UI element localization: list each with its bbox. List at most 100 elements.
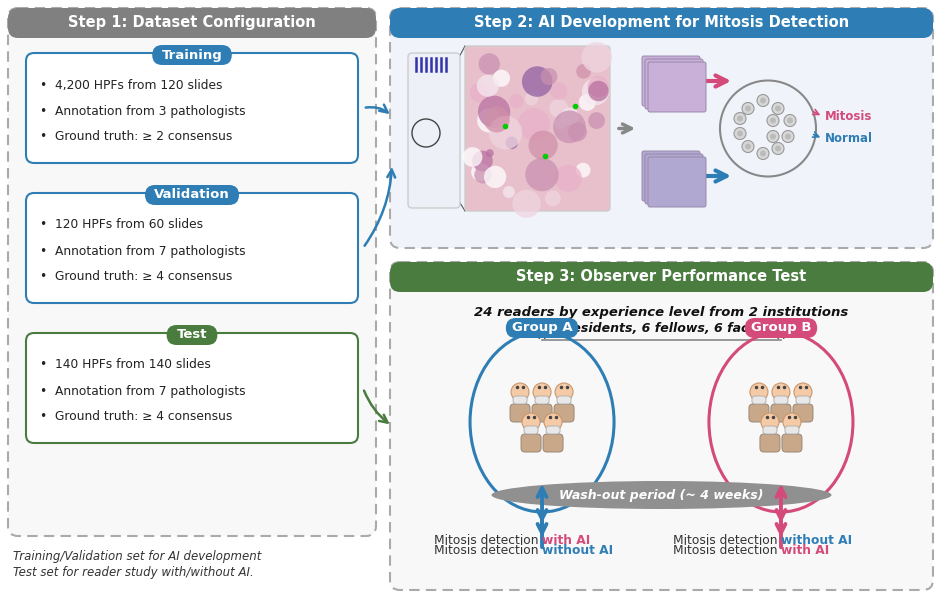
Circle shape (561, 107, 579, 125)
Circle shape (484, 106, 510, 133)
FancyBboxPatch shape (774, 396, 788, 404)
FancyBboxPatch shape (752, 396, 766, 404)
Circle shape (522, 413, 540, 431)
Text: : 12 residents, 6 fellows, 6 faculties: : 12 residents, 6 fellows, 6 faculties (535, 322, 788, 335)
FancyBboxPatch shape (506, 318, 578, 338)
Circle shape (582, 42, 612, 73)
FancyBboxPatch shape (648, 62, 706, 112)
FancyBboxPatch shape (524, 426, 538, 434)
FancyBboxPatch shape (546, 426, 560, 434)
Circle shape (794, 383, 812, 401)
Circle shape (757, 94, 769, 107)
Text: without AI: without AI (542, 544, 614, 557)
Text: Training: Training (162, 49, 222, 61)
Text: Group A: Group A (512, 322, 572, 335)
Text: •  140 HPFs from 140 slides: • 140 HPFs from 140 slides (40, 358, 211, 371)
Circle shape (775, 106, 781, 112)
Circle shape (742, 103, 754, 115)
Circle shape (734, 113, 746, 124)
Text: Group B: Group B (751, 322, 811, 335)
Circle shape (477, 74, 499, 97)
Text: Test set for reader study with/without AI.: Test set for reader study with/without A… (13, 566, 254, 579)
Text: •  4,200 HPFs from 120 slides: • 4,200 HPFs from 120 slides (40, 79, 222, 91)
Text: •  Ground truth: ≥ 4 consensus: • Ground truth: ≥ 4 consensus (40, 271, 232, 283)
Text: with AI: with AI (542, 533, 590, 547)
FancyBboxPatch shape (796, 396, 810, 404)
Circle shape (511, 383, 529, 401)
Text: Test: Test (177, 329, 207, 341)
Circle shape (576, 163, 591, 178)
Text: without AI: without AI (781, 533, 853, 547)
Circle shape (783, 413, 801, 431)
Circle shape (505, 137, 518, 149)
FancyBboxPatch shape (763, 426, 777, 434)
Text: Mitosis detection: Mitosis detection (434, 533, 542, 547)
Circle shape (509, 94, 523, 109)
FancyBboxPatch shape (390, 8, 933, 248)
Circle shape (757, 148, 769, 160)
Circle shape (479, 53, 500, 74)
Circle shape (770, 118, 776, 124)
Circle shape (761, 413, 779, 431)
Circle shape (587, 76, 609, 97)
Circle shape (525, 158, 559, 191)
FancyBboxPatch shape (26, 53, 358, 163)
Text: Mitosis detection: Mitosis detection (673, 533, 781, 547)
FancyBboxPatch shape (152, 45, 231, 65)
FancyBboxPatch shape (8, 8, 376, 38)
Circle shape (471, 163, 489, 181)
Circle shape (470, 83, 489, 103)
FancyBboxPatch shape (465, 46, 610, 211)
Circle shape (545, 191, 561, 206)
FancyBboxPatch shape (390, 8, 933, 38)
Text: Normal: Normal (825, 132, 873, 145)
Circle shape (472, 151, 493, 171)
Circle shape (502, 186, 515, 198)
Circle shape (529, 131, 558, 160)
FancyBboxPatch shape (543, 434, 563, 452)
FancyBboxPatch shape (521, 434, 541, 452)
FancyBboxPatch shape (785, 426, 799, 434)
Text: Validation: Validation (154, 188, 230, 202)
Circle shape (474, 166, 491, 184)
FancyBboxPatch shape (782, 434, 802, 452)
Circle shape (533, 383, 551, 401)
FancyBboxPatch shape (554, 404, 574, 422)
Circle shape (540, 68, 557, 85)
Circle shape (742, 140, 754, 152)
Ellipse shape (491, 481, 832, 509)
FancyBboxPatch shape (8, 8, 376, 536)
Circle shape (554, 118, 566, 130)
FancyBboxPatch shape (510, 404, 530, 422)
Circle shape (745, 143, 751, 149)
Text: •  Ground truth: ≥ 2 consensus: • Ground truth: ≥ 2 consensus (40, 130, 232, 143)
Circle shape (737, 115, 743, 121)
Circle shape (477, 108, 502, 133)
Circle shape (785, 133, 791, 139)
FancyBboxPatch shape (408, 53, 460, 208)
Circle shape (737, 130, 743, 136)
Circle shape (488, 116, 522, 149)
Circle shape (522, 66, 552, 97)
Circle shape (772, 103, 784, 115)
Circle shape (745, 106, 751, 112)
FancyBboxPatch shape (642, 56, 700, 106)
Circle shape (493, 70, 510, 87)
Circle shape (484, 166, 506, 188)
Circle shape (767, 130, 779, 142)
Circle shape (582, 78, 609, 105)
Circle shape (478, 95, 510, 128)
Circle shape (588, 112, 605, 129)
Circle shape (750, 383, 768, 401)
Circle shape (787, 118, 793, 124)
Circle shape (784, 115, 796, 127)
FancyBboxPatch shape (744, 318, 817, 338)
FancyBboxPatch shape (532, 404, 552, 422)
Circle shape (767, 115, 779, 127)
FancyBboxPatch shape (645, 59, 703, 109)
Text: •  Annotation from 7 pathologists: • Annotation from 7 pathologists (40, 245, 246, 257)
FancyBboxPatch shape (535, 396, 549, 404)
Circle shape (760, 151, 766, 157)
Circle shape (770, 133, 776, 139)
Text: Step 1: Dataset Configuration: Step 1: Dataset Configuration (68, 16, 316, 31)
